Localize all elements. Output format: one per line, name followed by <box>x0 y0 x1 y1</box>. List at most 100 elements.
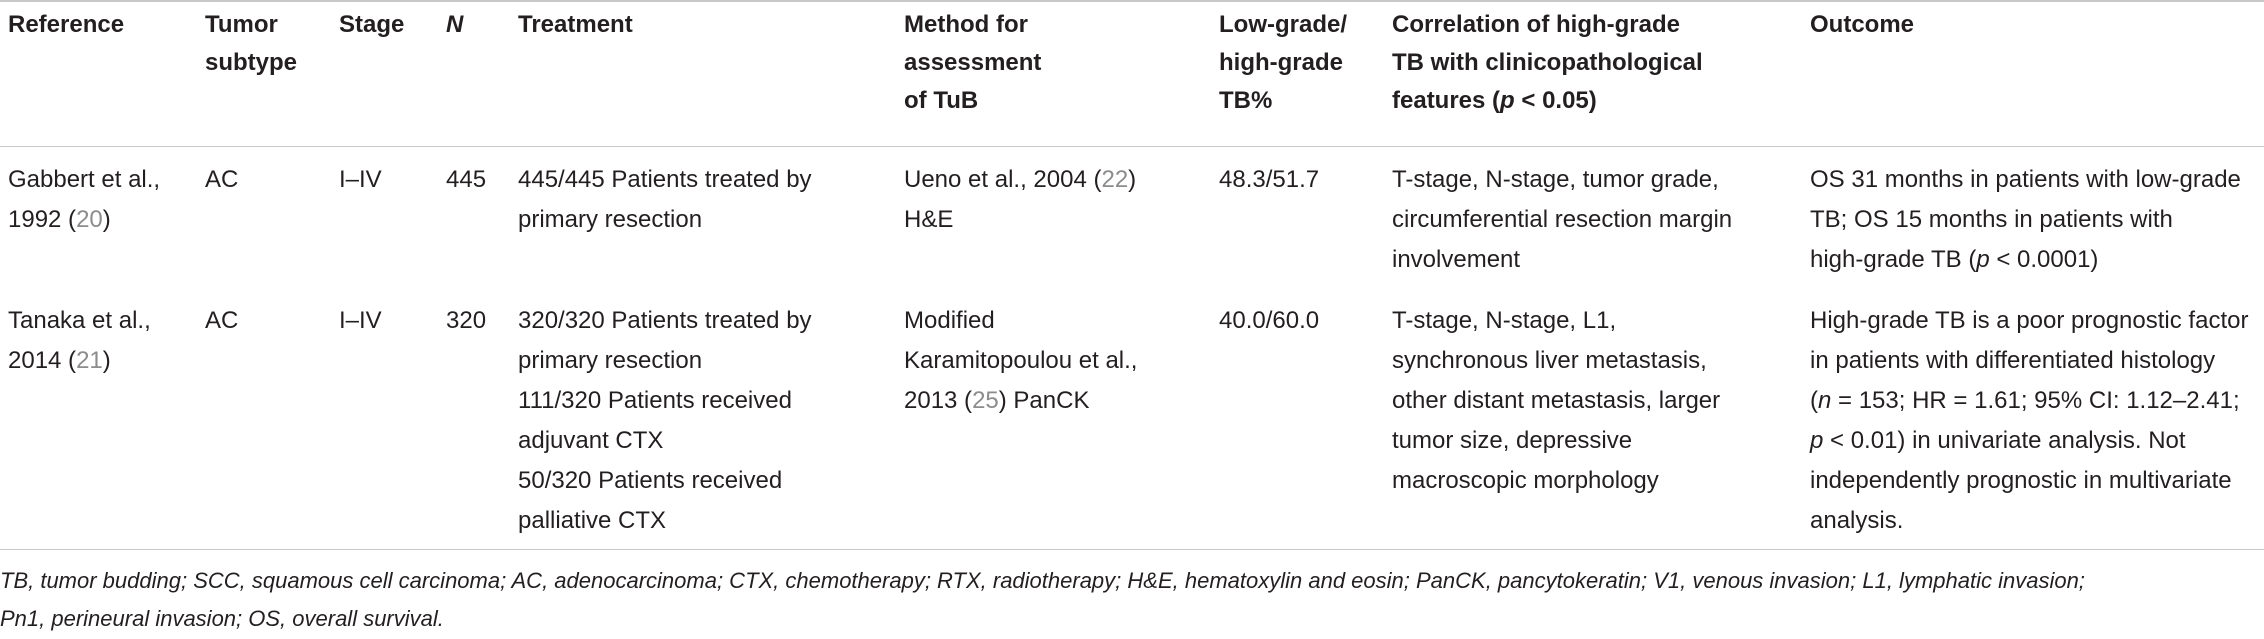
method-line: ) <box>1128 165 1137 193</box>
header-tumor-subtype-line: subtype <box>205 49 298 76</box>
header-outcome-label: Outcome <box>1810 11 1915 38</box>
header-outcome: Outcome <box>1802 0 2264 147</box>
header-method-line: Method for <box>904 11 1028 38</box>
cell-method: Modified Karamitopoulou et al., 2013 (25… <box>896 287 1211 550</box>
header-method: Method for assessment of TuB <box>896 0 1211 147</box>
method-line: ) PanCK <box>998 386 1090 414</box>
header-grade-line: TB% <box>1219 87 1273 114</box>
outcome-line: analysis. <box>1810 506 1904 534</box>
outcome-n: n <box>1818 386 1832 414</box>
cell-reference: Tanaka et al., 2014 (21) <box>0 287 197 550</box>
citation-link[interactable]: 25 <box>972 386 999 414</box>
header-method-line: of TuB <box>904 87 979 114</box>
cell-reference: Gabbert et al., 1992 (20) <box>0 146 197 288</box>
table-row: Gabbert et al., 1992 (20) AC I–IV 445 44… <box>0 146 2264 288</box>
stage-value: I–IV <box>339 165 382 193</box>
treatment-line: adjuvant CTX <box>518 426 664 454</box>
table-row: Tanaka et al., 2014 (21) AC I–IV 320 320… <box>0 287 2264 550</box>
correlation-line: T-stage, N-stage, tumor grade, <box>1392 165 1719 193</box>
treatment-line: palliative CTX <box>518 506 667 534</box>
reference-line: Tanaka et al., <box>8 306 151 334</box>
budding-table: Reference Tumor subtype Stage N Treatmen… <box>0 0 2264 550</box>
header-n-label: N <box>446 11 464 38</box>
header-correlation-line: features ( <box>1392 87 1501 114</box>
treatment-line: 50/320 Patients received <box>518 466 783 494</box>
cell-tumor-subtype: AC <box>197 146 331 288</box>
reference-line: Gabbert et al., <box>8 165 161 193</box>
correlation-line: synchronous liver metastasis, <box>1392 346 1707 374</box>
citation-link[interactable]: 22 <box>1101 165 1129 193</box>
outcome-p: p <box>1810 426 1824 454</box>
cell-grade: 40.0/60.0 <box>1211 287 1384 550</box>
header-stage: Stage <box>331 0 438 147</box>
table-body: Gabbert et al., 1992 (20) AC I–IV 445 44… <box>0 146 2264 550</box>
method-line: 2013 ( <box>904 386 973 414</box>
method-line: Ueno et al., 2004 ( <box>904 165 1102 193</box>
outcome-line: < 0.0001) <box>1989 245 2099 273</box>
treatment-line: 111/320 Patients received <box>518 386 792 414</box>
treatment-line: primary resection <box>518 346 703 374</box>
header-correlation-line: < 0.05) <box>1514 87 1597 114</box>
header-grade-line: high-grade <box>1219 49 1343 76</box>
header-method-line: assessment <box>904 49 1042 76</box>
outcome-line: < 0.01) in univariate analysis. Not <box>1823 426 2186 454</box>
correlation-line: circumferential resection margin <box>1392 205 1733 233</box>
correlation-line: involvement <box>1392 245 1521 273</box>
header-correlation: Correlation of high-grade TB with clinic… <box>1384 0 1802 147</box>
outcome-line: TB; OS 15 months in patients with <box>1810 205 2173 233</box>
footnote-line: TB, tumor budding; SCC, squamous cell ca… <box>0 568 2085 593</box>
cell-treatment: 445/445 Patients treated by primary rese… <box>510 146 896 288</box>
header-n: N <box>438 0 510 147</box>
header-grade: Low-grade/ high-grade TB% <box>1211 0 1384 147</box>
outcome-line: in patients with differentiated histolog… <box>1810 346 2216 374</box>
reference-line: ) <box>102 205 111 233</box>
correlation-line: other distant metastasis, larger <box>1392 386 1721 414</box>
footnote-line: Pn1, perineural invasion; OS, overall su… <box>0 606 444 631</box>
treatment-line: 320/320 Patients treated by <box>518 306 812 334</box>
correlation-line: tumor size, depressive <box>1392 426 1633 454</box>
outcome-line: ( <box>1810 386 1818 414</box>
header-reference-label: Reference <box>8 11 125 38</box>
cell-tumor-subtype: AC <box>197 287 331 550</box>
cell-correlation: T-stage, N-stage, tumor grade, circumfer… <box>1384 146 1802 288</box>
cell-method: Ueno et al., 2004 (22) H&E <box>896 146 1211 288</box>
cell-outcome: OS 31 months in patients with low-grade … <box>1802 146 2264 288</box>
outcome-line: OS 31 months in patients with low-grade <box>1810 165 2241 193</box>
tumor-subtype-value: AC <box>205 306 239 334</box>
citation-link[interactable]: 20 <box>76 205 103 233</box>
header-tumor-subtype: Tumor subtype <box>197 0 331 147</box>
n-value: 320 <box>446 306 487 334</box>
reference-line: 2014 ( <box>8 346 77 374</box>
cell-n: 320 <box>438 287 510 550</box>
method-line: Modified <box>904 306 995 334</box>
table-footnote: TB, tumor budding; SCC, squamous cell ca… <box>0 562 2258 638</box>
cell-correlation: T-stage, N-stage, L1, synchronous liver … <box>1384 287 1802 550</box>
header-treatment: Treatment <box>510 0 896 147</box>
reference-line: 1992 ( <box>8 205 77 233</box>
outcome-line: = 153; HR = 1.61; 95% CI: 1.12–2.41; <box>1831 386 2240 414</box>
outcome-p: p <box>1976 245 1990 273</box>
cell-treatment: 320/320 Patients treated by primary rese… <box>510 287 896 550</box>
grade-value: 40.0/60.0 <box>1219 306 1320 334</box>
method-line: H&E <box>904 205 954 233</box>
header-reference: Reference <box>0 0 197 147</box>
cell-n: 445 <box>438 146 510 288</box>
header-row: Reference Tumor subtype Stage N Treatmen… <box>0 0 2264 147</box>
header-stage-label: Stage <box>339 11 405 38</box>
header-treatment-label: Treatment <box>518 11 633 38</box>
treatment-line: primary resection <box>518 205 703 233</box>
stage-value: I–IV <box>339 306 382 334</box>
header-correlation-p: p <box>1500 87 1515 114</box>
cell-stage: I–IV <box>331 146 438 288</box>
method-line: Karamitopoulou et al., <box>904 346 1138 374</box>
citation-link[interactable]: 21 <box>76 346 103 374</box>
correlation-line: macroscopic morphology <box>1392 466 1659 494</box>
header-correlation-line: Correlation of high-grade <box>1392 11 1680 38</box>
header-tumor-subtype-line: Tumor <box>205 11 278 38</box>
cell-stage: I–IV <box>331 287 438 550</box>
header-correlation-line: TB with clinicopathological <box>1392 49 1703 76</box>
correlation-line: T-stage, N-stage, L1, <box>1392 306 1617 334</box>
tumor-subtype-value: AC <box>205 165 239 193</box>
grade-value: 48.3/51.7 <box>1219 165 1320 193</box>
